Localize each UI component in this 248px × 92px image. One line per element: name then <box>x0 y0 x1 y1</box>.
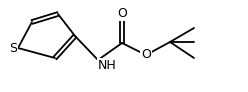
Text: O: O <box>141 48 151 61</box>
Text: NH: NH <box>98 59 117 72</box>
Text: O: O <box>117 7 127 20</box>
Text: S: S <box>9 41 17 54</box>
